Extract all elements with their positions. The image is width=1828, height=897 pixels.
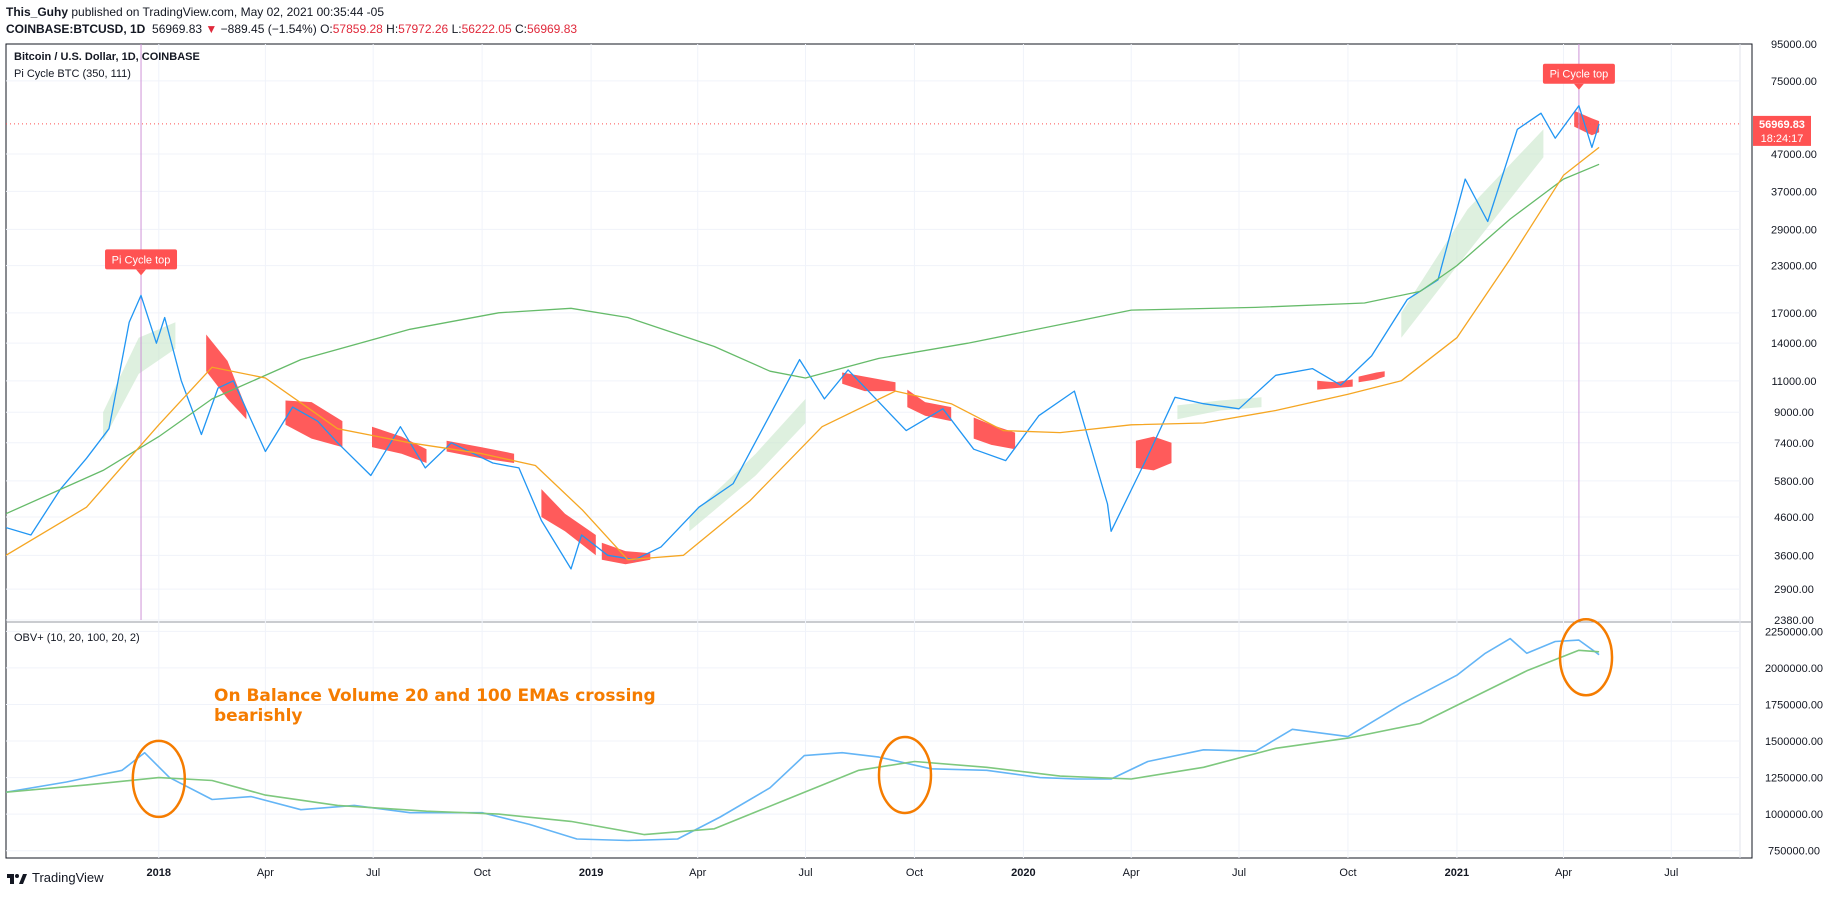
bearish-cloud-band — [601, 542, 651, 565]
ohlc-line: COINBASE:BTCUSD, 1D 56969.83 ▼ −889.45 (… — [6, 22, 577, 36]
x-tick-label: Oct — [474, 867, 491, 879]
change-arrow: ▼ — [205, 22, 218, 36]
x-tick-label: Apr — [257, 867, 274, 879]
y-tick-label: 5800.00 — [1774, 476, 1814, 488]
x-tick-label: 2019 — [579, 867, 603, 879]
x-tick-label: Oct — [1339, 867, 1356, 879]
y-tick-label: 7400.00 — [1774, 438, 1814, 450]
y-tick-label: 37000.00 — [1771, 186, 1817, 198]
bearish-cloud-band — [1135, 436, 1172, 471]
pi-cycle-top-label-pointer — [136, 269, 147, 276]
bearish-cloud-band — [907, 389, 952, 422]
x-tick-label: Apr — [1555, 867, 1572, 879]
plot-frame — [5, 43, 1753, 859]
x-tick-label: Apr — [1123, 867, 1140, 879]
x-tick-label: 2020 — [1011, 867, 1035, 879]
chart-title: Bitcoin / U.S. Dollar, 1D, COINBASE — [14, 51, 200, 63]
y-tick-label: 47000.00 — [1771, 149, 1817, 161]
y-tick-label: 3600.00 — [1774, 550, 1814, 562]
crossing-highlight-ellipse — [131, 739, 187, 819]
symbol-label: COINBASE:BTCUSD, 1D — [6, 22, 146, 36]
high-label: H: — [386, 22, 399, 36]
last-price-badge — [1753, 115, 1811, 146]
close-value: 56969.83 — [526, 22, 578, 36]
pi-cycle-top-label: Pi Cycle top — [1550, 69, 1609, 81]
published-text: published on TradingView.com, May 02, 20… — [71, 5, 385, 19]
obv-ema-100-line[interactable] — [6, 649, 1600, 836]
obv-y-tick-label: 2250000.00 — [1765, 626, 1823, 638]
pi-cycle-top-label: Pi Cycle top — [112, 254, 171, 266]
obv-y-tick-label: 1500000.00 — [1765, 736, 1823, 748]
pi-cycle-top-label-pointer — [1573, 83, 1584, 90]
y-tick-label: 2380.00 — [1774, 615, 1814, 627]
y-tick-label: 11000.00 — [1771, 376, 1816, 388]
last-price-badge-value: 56969.83 — [1759, 119, 1805, 131]
x-tick-label: 2018 — [147, 867, 171, 879]
y-tick-label: 2900.00 — [1774, 584, 1814, 596]
open-label: O: — [320, 22, 333, 36]
bullish-cloud-band — [103, 322, 176, 441]
bearish-cloud-band — [206, 334, 247, 420]
y-tick-label: 29000.00 — [1771, 224, 1817, 236]
obv-annotation-line-2: bearishly — [214, 706, 303, 726]
obv-indicator-title: OBV+ (10, 20, 100, 20, 2) — [14, 632, 140, 644]
x-tick-label: Jul — [1664, 867, 1678, 879]
bearish-cloud-band — [973, 417, 1016, 450]
y-tick-label: 95000.00 — [1771, 39, 1817, 51]
main-pane — [6, 44, 1740, 620]
tradingview-logo-icon — [7, 873, 27, 884]
bearish-cloud-band — [1574, 110, 1600, 136]
x-tick-label: Jul — [798, 867, 812, 879]
bearish-cloud-band — [1358, 371, 1385, 383]
crossing-highlight-ellipse — [1558, 617, 1614, 697]
close-label: C: — [514, 22, 527, 36]
pi-cycle-top-label-box — [1542, 63, 1615, 84]
y-tick-label: 4600.00 — [1774, 512, 1814, 524]
bullish-cloud-band — [689, 398, 806, 532]
x-tick-label: Apr — [689, 867, 706, 879]
brand-label: TradingView — [32, 870, 104, 885]
y-tick-label: 9000.00 — [1774, 407, 1814, 419]
obv-y-tick-label: 2000000.00 — [1765, 663, 1823, 675]
author-name[interactable]: This_Guhy — [6, 5, 69, 19]
y-tick-label: 17000.00 — [1771, 308, 1817, 320]
x-tick-label: Oct — [906, 867, 923, 879]
bearish-cloud-band — [842, 372, 896, 392]
bar-countdown: 18:24:17 — [1761, 133, 1804, 145]
ma-111-line[interactable] — [6, 146, 1600, 561]
y-tick-label: 75000.00 — [1771, 76, 1817, 88]
bullish-cloud-band — [1401, 129, 1544, 338]
change-value: −889.45 (−1.54%) — [220, 22, 317, 36]
obv-y-tick-label: 1250000.00 — [1765, 773, 1823, 785]
last-price: 56969.83 — [152, 22, 203, 36]
x-tick-label: Jul — [1232, 867, 1246, 879]
high-value: 57972.26 — [398, 22, 449, 36]
bearish-cloud-band — [541, 489, 596, 556]
tradingview-logo[interactable]: TradingView — [6, 870, 104, 885]
bearish-cloud-band — [446, 440, 515, 463]
ma-350-line[interactable] — [6, 163, 1600, 515]
obv-annotation-line-1: On Balance Volume 20 and 100 EMAs crossi… — [214, 686, 656, 706]
bullish-cloud-band — [1177, 397, 1262, 420]
price-line[interactable] — [6, 105, 1600, 570]
obv-y-tick-label: 750000.00 — [1768, 846, 1820, 858]
obv-y-tick-label: 1750000.00 — [1765, 699, 1823, 711]
obv-ema-20-line[interactable] — [6, 637, 1600, 842]
publish-line: This_Guhy published on TradingView.com, … — [6, 5, 384, 19]
y-tick-label: 14000.00 — [1771, 338, 1817, 350]
open-value: 57859.28 — [332, 22, 383, 36]
bearish-cloud-band — [285, 400, 343, 448]
obv-y-tick-label: 1000000.00 — [1765, 809, 1823, 821]
crossing-highlight-ellipse — [877, 735, 933, 815]
y-tick-label: 23000.00 — [1771, 261, 1817, 273]
x-tick-label: 2021 — [1445, 867, 1469, 879]
low-label: L: — [451, 22, 462, 36]
pi-cycle-top-label-box — [105, 249, 178, 270]
indicator-title: Pi Cycle BTC (350, 111) — [14, 68, 131, 80]
low-value: 56222.05 — [461, 22, 512, 36]
x-tick-label: Jul — [366, 867, 380, 879]
bearish-cloud-band — [372, 426, 427, 463]
obv-pane — [6, 637, 1600, 842]
